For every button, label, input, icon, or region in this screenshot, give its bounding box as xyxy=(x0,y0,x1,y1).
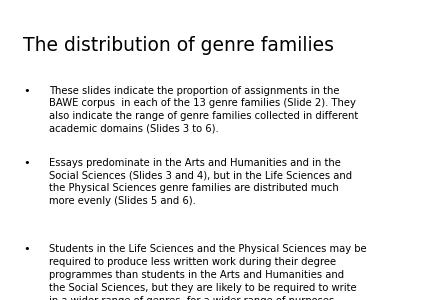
Text: Essays predominate in the Arts and Humanities and in the
Social Sciences (Slides: Essays predominate in the Arts and Human… xyxy=(49,158,352,206)
Text: The distribution of genre families: The distribution of genre families xyxy=(23,36,334,55)
Text: •: • xyxy=(23,244,30,254)
Text: •: • xyxy=(23,85,30,95)
Text: These slides indicate the proportion of assignments in the
BAWE corpus  in each : These slides indicate the proportion of … xyxy=(49,85,358,134)
Text: •: • xyxy=(23,158,30,167)
Text: Students in the Life Sciences and the Physical Sciences may be
required to produ: Students in the Life Sciences and the Ph… xyxy=(49,244,366,300)
